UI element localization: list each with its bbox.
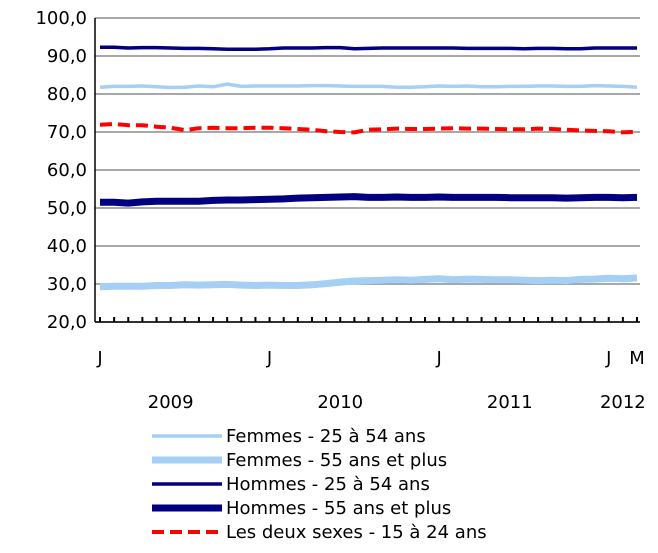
series-line	[100, 193, 638, 207]
y-tick-label: 40,0	[47, 236, 87, 257]
y-tick-label: 100,0	[35, 8, 87, 29]
year-label: 2011	[487, 392, 533, 413]
y-tick-label: 70,0	[47, 122, 87, 143]
gridlines	[95, 17, 640, 323]
legend-label: Femmes - 25 à 54 ans	[226, 426, 426, 447]
month-label: J	[96, 348, 102, 369]
y-tick-label: 80,0	[47, 84, 87, 105]
year-label: 2010	[317, 392, 363, 413]
legend-label: Les deux sexes - 15 à 24 ans	[226, 522, 487, 543]
month-label: M	[629, 348, 645, 369]
axes: 20,0 30,0 40,0 50,0 60,0 70,0 80,0 90,0 100,0	[35, 8, 640, 333]
y-tick-label: 20,0	[47, 312, 87, 333]
series-line	[99, 122, 638, 135]
legend-label: Femmes - 55 ans et plus	[226, 450, 447, 471]
series-line	[99, 274, 638, 291]
legend-label: Hommes - 55 ans et plus	[226, 498, 451, 519]
month-label: J	[436, 348, 442, 369]
year-label: 2009	[148, 392, 194, 413]
y-tick-label: 30,0	[47, 274, 87, 295]
year-label: 2012	[600, 392, 646, 413]
series-line	[100, 45, 637, 51]
series-lines	[99, 45, 638, 291]
legend: Femmes - 25 à 54 ans Femmes - 55 ans et p…	[152, 426, 487, 543]
legend-label: Hommes - 25 à 54 ans	[226, 474, 430, 495]
y-tick-label: 60,0	[47, 160, 87, 181]
series-line	[99, 82, 638, 90]
month-label: J	[266, 348, 272, 369]
month-label: J	[605, 348, 611, 369]
y-tick-label: 90,0	[47, 46, 87, 67]
y-tick-label: 50,0	[47, 198, 87, 219]
